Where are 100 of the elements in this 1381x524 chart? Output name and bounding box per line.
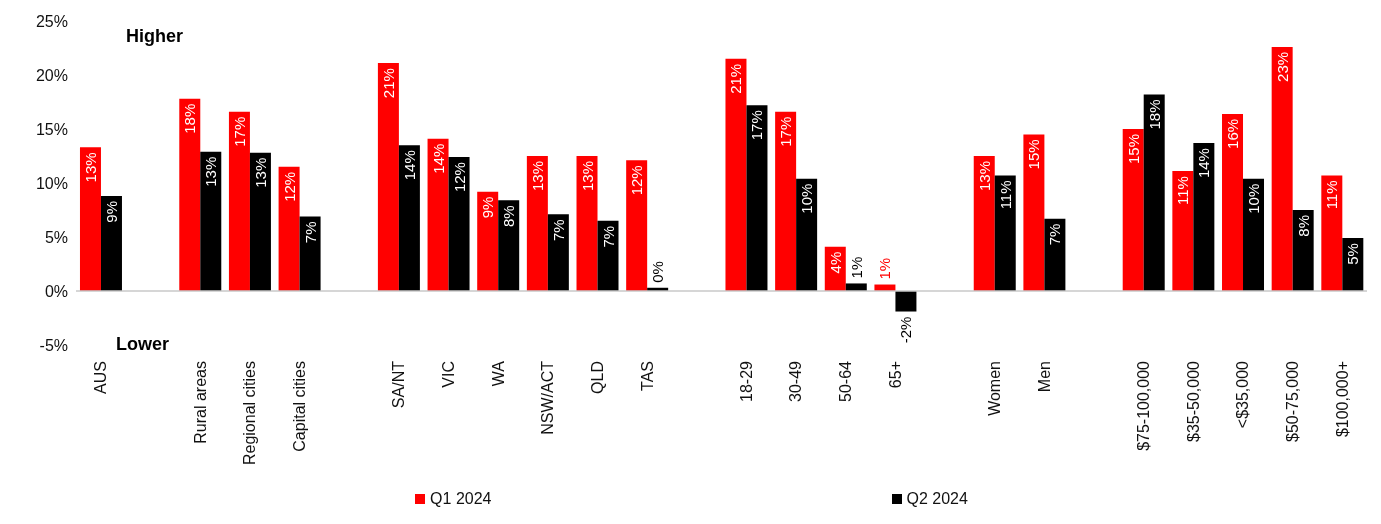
- data-label: 23%: [1273, 51, 1291, 82]
- bar: [576, 156, 598, 291]
- bar: [973, 156, 995, 291]
- bar: [100, 195, 122, 291]
- data-label: 13%: [975, 161, 993, 192]
- data-label: 13%: [251, 157, 269, 188]
- y-tick-label: 0%: [44, 282, 68, 300]
- x-tick-label: VIC: [439, 361, 457, 388]
- data-label: 13%: [81, 152, 99, 183]
- data-label: 7%: [1046, 223, 1064, 246]
- bar: [725, 58, 747, 291]
- x-tick-label: Men: [1035, 361, 1053, 393]
- x-tick-label: QLD: [588, 361, 606, 394]
- data-label: 18%: [181, 103, 199, 134]
- data-label: 8%: [500, 205, 518, 227]
- data-label: 5%: [1344, 243, 1362, 265]
- annotation: Lower: [116, 334, 170, 355]
- x-tick-label: $35-50,000: [1184, 360, 1202, 442]
- x-tick-label: SA/NT: [390, 360, 408, 409]
- bar: [398, 145, 420, 291]
- data-label: 7%: [599, 225, 617, 248]
- x-tick-label: $75-100,000: [1135, 360, 1153, 451]
- bar: [994, 175, 1016, 291]
- data-label: 9%: [102, 200, 120, 223]
- bar: [1271, 46, 1293, 291]
- data-label: 17%: [748, 110, 766, 141]
- bar: [597, 220, 619, 291]
- x-tick-label: AUS: [92, 361, 110, 394]
- bar: [200, 151, 222, 291]
- bar: [498, 200, 520, 291]
- data-label: 11%: [1174, 176, 1192, 206]
- data-label: 14%: [400, 150, 418, 181]
- data-label: 14%: [429, 143, 447, 174]
- bar: [477, 191, 499, 291]
- data-label: 17%: [777, 116, 795, 147]
- x-tick-label: 18-29: [737, 360, 755, 402]
- y-tick-label: 5%: [44, 228, 68, 246]
- data-label: 14%: [1195, 148, 1213, 179]
- x-tick-label: Women: [986, 361, 1004, 416]
- bar: [1023, 134, 1045, 291]
- x-tick-label: $100,000+: [1333, 361, 1351, 438]
- legend-label: Q1 2024: [429, 490, 492, 508]
- data-label: 10%: [1245, 183, 1263, 214]
- bar: [1321, 175, 1343, 291]
- bar: [1044, 218, 1066, 291]
- y-tick-label: 15%: [35, 120, 68, 138]
- data-label: 21%: [727, 63, 745, 94]
- x-tick-label: 30-49: [787, 360, 805, 402]
- x-tick-label: WA: [489, 360, 507, 387]
- bar: [895, 291, 917, 312]
- bar: [448, 157, 470, 291]
- bar: [249, 152, 271, 291]
- bar: [1292, 210, 1314, 291]
- bar: [427, 138, 449, 291]
- bar: [228, 111, 250, 291]
- data-label: 12%: [450, 162, 468, 193]
- bar: [1222, 113, 1244, 291]
- data-label: 9%: [479, 196, 497, 219]
- bar: [79, 147, 101, 291]
- bar: [377, 63, 399, 291]
- bar: [796, 178, 818, 291]
- bar: [526, 156, 548, 291]
- bar: [1172, 171, 1194, 291]
- bar: [746, 105, 768, 291]
- data-label: 13%: [578, 161, 596, 192]
- data-label: 8%: [1294, 215, 1312, 237]
- bar: [1122, 129, 1144, 291]
- data-label: 1%: [847, 256, 865, 279]
- data-label: 13%: [202, 156, 220, 187]
- bar: [278, 166, 300, 291]
- data-label: 0%: [649, 261, 667, 283]
- bar: [775, 111, 797, 291]
- data-label: 4%: [826, 251, 844, 274]
- bar: [1143, 94, 1165, 291]
- y-tick-label: 25%: [35, 12, 68, 30]
- data-label: 16%: [1224, 118, 1242, 149]
- x-tick-label: Capital cities: [290, 361, 308, 452]
- bar: [1243, 178, 1265, 291]
- data-label: 17%: [230, 116, 248, 147]
- data-label: 11%: [1323, 180, 1341, 210]
- data-label: 10%: [798, 183, 816, 214]
- x-tick-label: TAS: [638, 361, 656, 391]
- data-label: 21%: [379, 68, 397, 99]
- data-label: 13%: [528, 161, 546, 192]
- data-label: 12%: [280, 171, 298, 202]
- data-label: 7%: [549, 219, 567, 242]
- x-tick-label: <$35,000: [1234, 360, 1252, 429]
- annotation: Higher: [126, 26, 184, 47]
- x-tick-label: Rural areas: [191, 361, 209, 444]
- legend-label: Q2 2024: [905, 490, 968, 508]
- bar: [299, 216, 321, 291]
- data-label: 15%: [1025, 139, 1043, 170]
- data-label: 11%: [996, 180, 1014, 210]
- data-label: 15%: [1124, 134, 1142, 165]
- bar: [547, 214, 569, 291]
- x-tick-label: $50-75,000: [1284, 360, 1302, 442]
- x-tick-label: 65+: [886, 361, 904, 389]
- data-label: 1%: [876, 257, 894, 280]
- data-label: 12%: [628, 165, 646, 196]
- data-label: 7%: [301, 221, 319, 244]
